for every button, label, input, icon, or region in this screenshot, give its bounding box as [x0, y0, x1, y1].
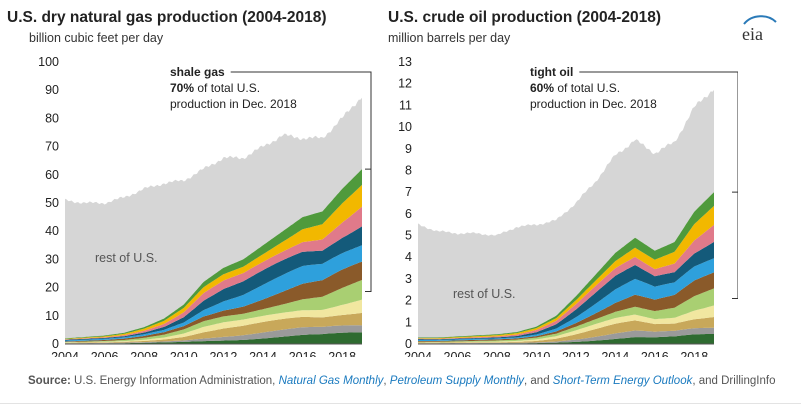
gas-y-tick: 60: [45, 168, 59, 182]
gas-y-tick: 70: [45, 140, 59, 154]
oil-layer-4: [418, 288, 714, 343]
gas-x-tick: 2004: [51, 350, 79, 357]
gas-chart-unit: billion cubic feet per day: [29, 31, 164, 45]
gas-x-tick: 2006: [91, 350, 119, 357]
gas-annotation-note: production in Dec. 2018: [170, 97, 297, 111]
gas-x-tick: 2008: [130, 350, 158, 357]
gas-layer-2: [65, 312, 362, 344]
oil-x-tick: 2012: [562, 350, 590, 357]
oil-rest-label: rest of U.S.: [453, 287, 516, 301]
oil-layer-6: [418, 258, 714, 341]
link-petroleum-supply-monthly[interactable]: Petroleum Supply Monthly: [389, 375, 525, 387]
oil-layer-3: [418, 305, 714, 343]
gas-annotation-share: 70% of total U.S.: [170, 81, 260, 95]
footer-divider: [0, 403, 801, 404]
oil-layer-10: [418, 192, 714, 339]
oil-x-tick: 2016: [641, 350, 669, 357]
source-sep: ,: [383, 375, 390, 387]
oil-layer-2: [418, 317, 714, 344]
oil-x-tick: 2006: [444, 350, 472, 357]
oil-y-tick: 3: [405, 272, 412, 286]
oil-y-tick: 12: [398, 77, 412, 91]
oil-x-tick: 2010: [522, 350, 550, 357]
oil-x-tick: 2008: [483, 350, 511, 357]
oil-layer-9: [418, 205, 714, 339]
oil-y-tick: 0: [405, 337, 412, 351]
gas-y-tick: 20: [45, 281, 59, 295]
gas-y-tick: 0: [52, 337, 59, 351]
oil-x-tick: 2018: [680, 350, 708, 357]
oil-layer-1: [418, 327, 714, 344]
gas-layer-1: [65, 325, 362, 344]
gas-y-tick: 100: [38, 55, 59, 69]
gas-y-tick: 90: [45, 83, 59, 97]
oil-y-tick: 1: [405, 315, 412, 329]
source-note: Source: U.S. Energy Information Administ…: [28, 374, 788, 388]
gas-subtotal-bracket: [365, 168, 372, 293]
oil-y-tick: 5: [405, 229, 412, 243]
gas-chart-title: U.S. dry natural gas production (2004-20…: [7, 9, 327, 26]
eia-logo: eia: [742, 15, 777, 44]
gas-x-tick: 2012: [209, 350, 237, 357]
oil-layer-7: [418, 241, 714, 340]
gas-x-tick: 2010: [170, 350, 198, 357]
gas-layer-0: [65, 332, 362, 344]
oil-y-tick: 8: [405, 163, 412, 177]
oil-annotation-leader: [579, 71, 738, 261]
link-natural-gas-monthly[interactable]: Natural Gas Monthly: [278, 375, 384, 387]
oil-subtotal-bracket: [732, 191, 738, 299]
gas-production-chart: 0 10 20 30 40 50 60 70 80 90 100 2004 2006 2008 2010 20…: [38, 55, 372, 357]
source-text-end: , and DrillingInfo: [692, 375, 776, 387]
gas-y-tick: 30: [45, 252, 59, 266]
oil-annotation-share: 60% of total U.S.: [530, 81, 620, 95]
gas-annotation-label: shale gas: [170, 65, 225, 79]
oil-rest-area: [418, 90, 714, 338]
gas-x-tick: 2016: [289, 350, 317, 357]
gas-y-tick: 80: [45, 111, 59, 125]
oil-layer-0: [418, 334, 714, 344]
oil-layer-5: [418, 272, 714, 342]
gas-x-tick: 2014: [249, 350, 277, 357]
oil-x-tick: 2004: [404, 350, 432, 357]
source-label: Source:: [28, 375, 71, 387]
gas-y-tick: 10: [45, 309, 59, 323]
oil-y-tick: 13: [398, 55, 412, 69]
gas-rest-area: [65, 97, 362, 339]
oil-y-tick: 7: [405, 185, 412, 199]
gas-rest-label: rest of U.S.: [95, 251, 158, 265]
source-text: U.S. Energy Information Administration,: [70, 375, 279, 387]
gas-y-tick: 50: [45, 196, 59, 210]
gas-x-tick: 2018: [328, 350, 356, 357]
oil-y-tick: 6: [405, 207, 412, 221]
oil-y-tick: 10: [398, 120, 412, 134]
svg-text:eia: eia: [742, 24, 763, 44]
oil-y-tick: 4: [405, 250, 412, 264]
gas-y-tick: 40: [45, 224, 59, 238]
oil-annotation-label: tight oil: [530, 65, 573, 79]
source-sep: , and: [524, 375, 553, 387]
oil-y-tick: 2: [405, 294, 412, 308]
oil-y-tick: 11: [399, 98, 412, 112]
oil-x-tick: 2014: [601, 350, 629, 357]
oil-chart-title: U.S. crude oil production (2004-2018): [388, 9, 662, 26]
oil-chart-unit: million barrels per day: [388, 31, 511, 45]
link-short-term-energy-outlook[interactable]: Short-Term Energy Outlook: [552, 375, 693, 387]
oil-annotation-note: production in Dec. 2018: [530, 97, 657, 111]
oil-y-tick: 9: [405, 142, 412, 156]
oil-layer-8: [418, 224, 714, 340]
